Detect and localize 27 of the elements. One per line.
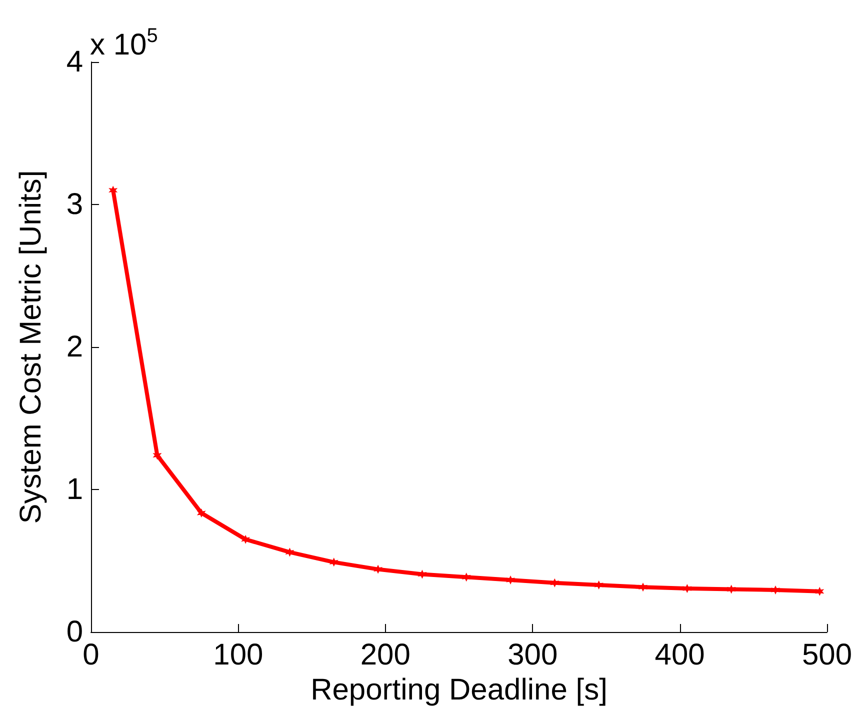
point	[374, 564, 383, 574]
x-tick-label: 200	[360, 638, 410, 672]
point	[418, 570, 427, 579]
point	[550, 578, 560, 588]
point	[682, 584, 692, 594]
point	[241, 534, 250, 544]
y-tick-label: 4	[66, 46, 83, 78]
x-tick-label: 100	[213, 638, 264, 672]
x-tick-label: 500	[802, 638, 852, 672]
point	[594, 580, 604, 590]
y-axis-title: System Cost Metric [Units]	[14, 170, 48, 524]
y-tick-label: 0	[66, 616, 83, 648]
point	[506, 575, 516, 584]
point	[196, 508, 206, 518]
point	[285, 548, 294, 557]
x-tick-label: 300	[508, 638, 558, 672]
point	[815, 586, 824, 596]
y-tick-label: 2	[66, 330, 83, 364]
y-tick-label: 3	[66, 188, 83, 221]
point	[726, 584, 736, 594]
point	[462, 572, 471, 582]
point	[770, 585, 780, 594]
point	[329, 558, 338, 567]
x-tick-label: 400	[654, 638, 705, 672]
point	[638, 582, 648, 592]
x-axis-title: Reporting Deadline [s]	[310, 673, 608, 706]
y-tick-label: 1	[66, 473, 83, 506]
